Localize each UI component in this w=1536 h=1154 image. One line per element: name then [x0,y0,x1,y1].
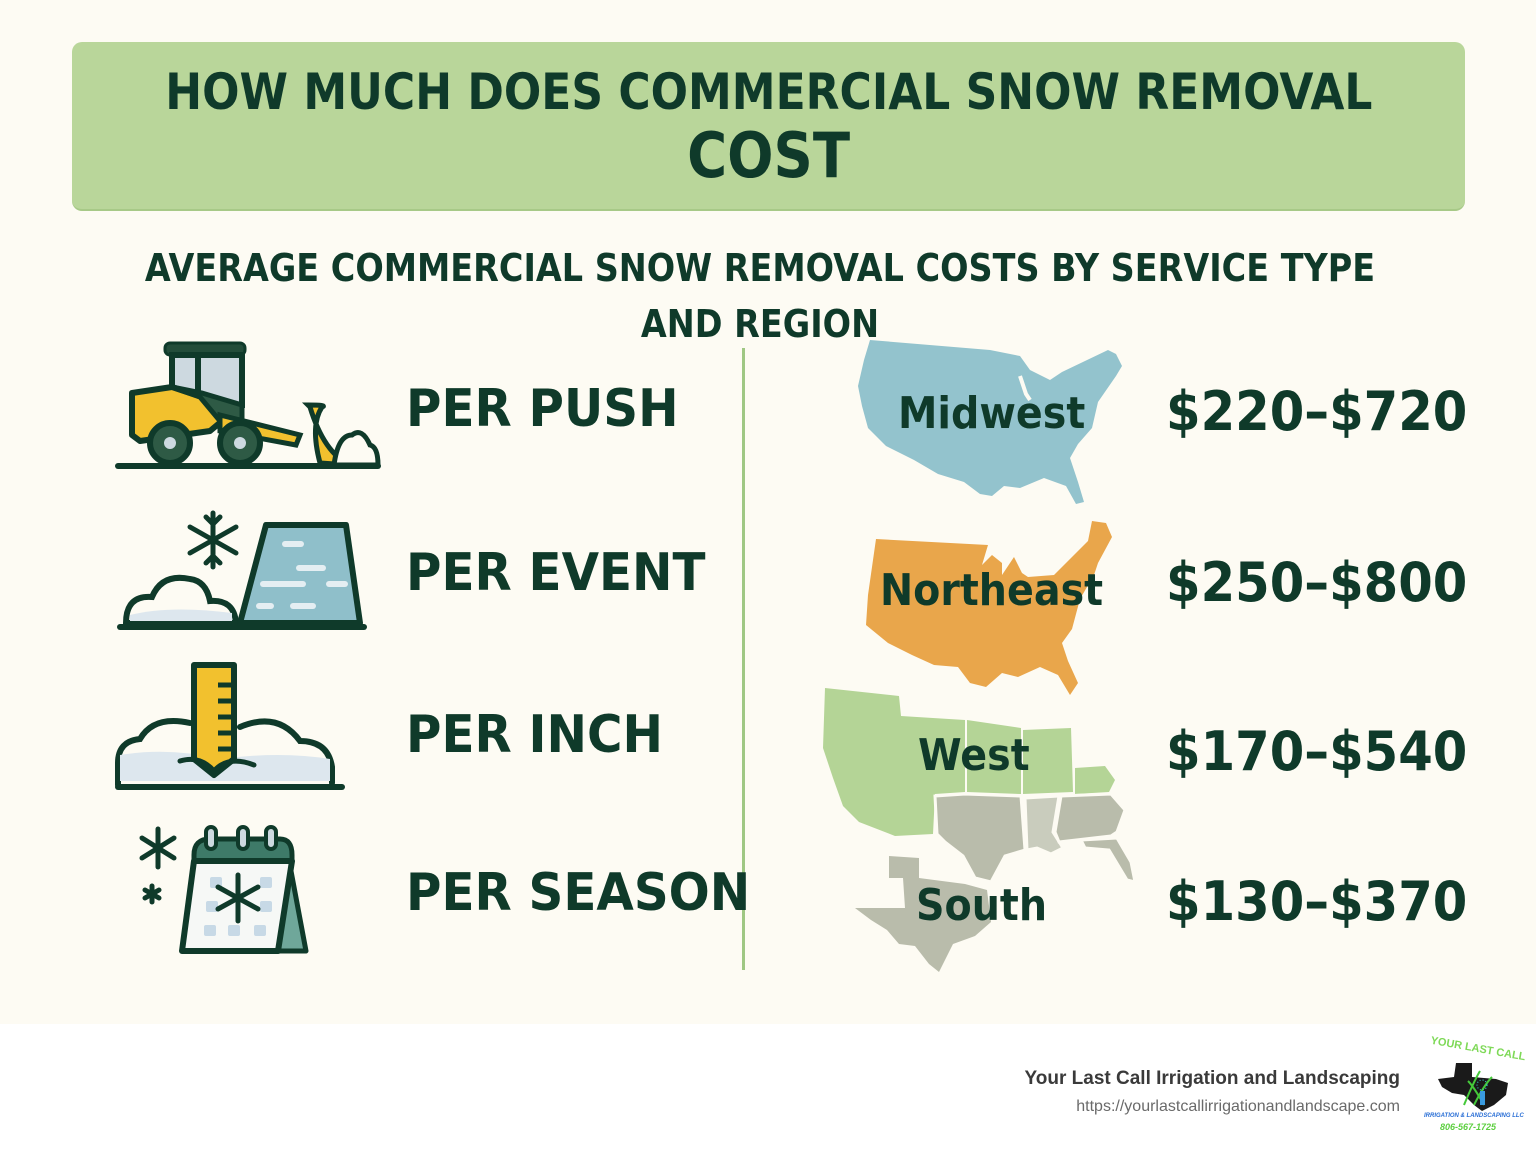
subtitle-line-2: AND REGION [640,302,880,346]
region-name: West [918,730,1030,781]
us-map-northeast-icon [866,521,1112,695]
title-banner: HOW MUCH DOES COMMERCIAL SNOW REMOVAL CO… [72,42,1465,211]
page-title: HOW MUCH DOES COMMERCIAL SNOW REMOVAL [164,62,1373,121]
service-label: PER SEASON [406,863,751,923]
region-west: West $170–$540 [810,720,1510,800]
us-map-midwest-icon [858,340,1122,504]
footer-company-name: Your Last Call Irrigation and Landscapin… [1024,1068,1400,1089]
region-price: $170–$540 [1166,720,1468,783]
infographic: HOW MUCH DOES COMMERCIAL SNOW REMOVAL CO… [0,0,1536,1024]
service-label: PER INCH [406,705,663,765]
snow-ruler-icon [115,662,345,790]
section-subtitle: AVERAGE COMMERCIAL SNOW REMOVAL COSTS BY… [60,240,1460,352]
service-label: PER PUSH [406,379,679,439]
page-title-cost: COST [687,118,850,192]
logo-sub-text: IRRIGATION & LANDSCAPING LLC [1424,1113,1524,1119]
texas-map-icon [1438,1063,1508,1111]
subtitle-line-1: AVERAGE COMMERCIAL SNOW REMOVAL COSTS BY… [144,246,1376,290]
region-south: South $130–$370 [810,870,1510,950]
service-label: PER EVENT [406,543,706,603]
service-per-season: PER SEASON [110,815,750,965]
region-midwest: Midwest $220–$720 [810,336,1510,512]
region-price: $250–$800 [1166,551,1468,614]
region-name: Northeast [880,565,1104,616]
logo-phone: 806-567-1725 [1440,1122,1497,1132]
us-map-west-south-icon [823,688,1137,972]
service-per-event: PER EVENT [110,505,740,655]
footer-url-link[interactable]: https://yourlastcallirrigationandlandsca… [1076,1098,1400,1115]
snowplow-loader-icon [115,341,381,469]
snowflake-snowbank-icon [117,510,367,630]
region-name: South [916,880,1048,931]
snow-calendar-icon [139,825,309,954]
region-price: $220–$720 [1166,380,1468,443]
column-divider [742,348,745,970]
logo-top-text: YOUR LAST CALL [1429,1034,1527,1064]
region-northeast: Northeast $250–$800 [810,515,1510,705]
region-price: $130–$370 [1166,870,1468,933]
company-logo: YOUR LAST CALL IRRIGATION & LANDSCAPING … [1424,1035,1526,1135]
service-per-push: PER PUSH [110,335,740,485]
service-per-inch: PER INCH [110,655,740,805]
region-name: Midwest [898,388,1086,439]
